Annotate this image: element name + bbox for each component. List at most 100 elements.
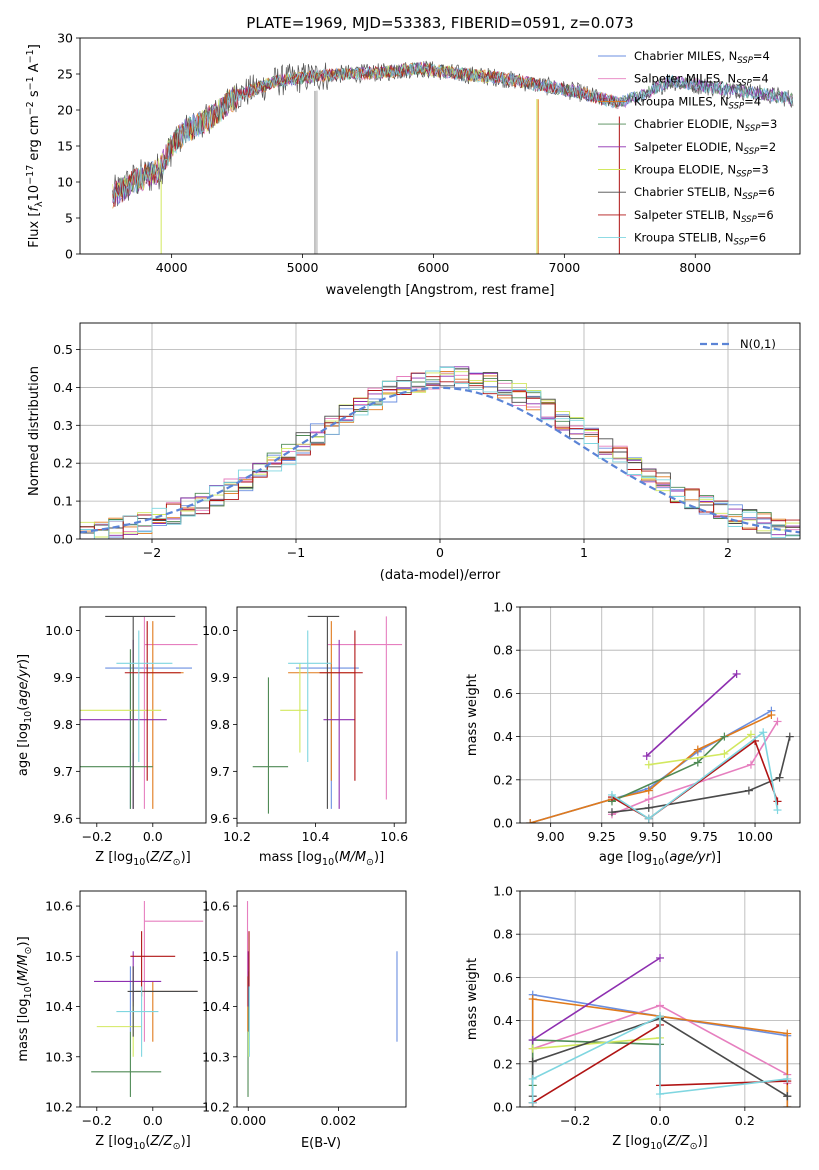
x-tick-label: 0.000 <box>230 1113 266 1128</box>
plot-area <box>112 60 794 254</box>
axes-frame <box>79 37 801 255</box>
legend-entry: Salpeter ELODIE, NSSP=2 <box>634 140 776 157</box>
y-tick-label: 10.5 <box>45 949 73 964</box>
x-tick-label: 10.00 <box>737 829 773 844</box>
y-tick-label: 0.2 <box>493 1056 513 1071</box>
plot-area <box>528 953 792 1107</box>
age-vs-metallicity-panel: −0.2 0.0 9.6 9.7 9.8 9.9 10.0 <box>45 606 207 844</box>
legend-entry: Chabrier MILES, NSSP=4 <box>634 49 770 66</box>
legend-entry: Salpeter STELIB, NSSP=6 <box>634 208 774 225</box>
plot-area <box>252 615 403 814</box>
x-tick-label: −2 <box>143 545 161 560</box>
y-tick-label: 0.0 <box>493 1100 513 1115</box>
y-tick-label: 9.9 <box>53 670 73 685</box>
y-tick-label: 0.4 <box>493 1013 513 1028</box>
y-tick-label: 0.2 <box>493 772 513 787</box>
y-tick-label: 10.3 <box>202 1049 230 1064</box>
y-axis-label: mass weight <box>465 958 480 1040</box>
legend-entry: Chabrier STELIB, NSSP=6 <box>634 185 775 202</box>
age-vs-mass-panel: 10.2 10.4 10.6 9.6 9.7 9.8 9.9 10.0 <box>202 606 408 844</box>
y-tick-label: 10.2 <box>202 1100 230 1115</box>
y-tick-label: 0.4 <box>53 380 73 395</box>
weight-line-4 <box>646 673 738 757</box>
histogram-step-6 <box>80 368 800 534</box>
y-tick-label: 1.0 <box>493 884 513 899</box>
mass-weight-vs-metallicity-panel: −0.2 0.0 0.2 0.0 0.2 0.4 0.6 0.8 1.0 <box>493 884 801 1128</box>
y-tick-label: 0 <box>65 247 73 262</box>
axes-frame <box>519 606 801 824</box>
x-axis-label: wavelength [Angstrom, rest frame] <box>326 283 555 298</box>
spectrum-panel: 4000 5000 6000 7000 8000 0 5 10 15 20 25 30 <box>57 31 801 275</box>
y-tick-label: 9.8 <box>210 717 230 732</box>
axes-frame <box>236 606 407 824</box>
y-tick-label: 9.9 <box>210 670 230 685</box>
y-tick-label: 10.5 <box>202 949 230 964</box>
x-tick-label: 8000 <box>679 260 711 275</box>
x-tick-label: 7000 <box>548 260 580 275</box>
y-tick-label: 0.0 <box>53 532 73 547</box>
y-tick-label: 20 <box>57 103 73 118</box>
y-tick-label: 0.6 <box>493 970 513 985</box>
residual-panel: −2 −1 0 1 2 0.0 0.1 0.2 0.3 0.4 0.5 <box>53 322 801 560</box>
y-tick-label: 30 <box>57 31 73 46</box>
y-axis-label: Normed distribution <box>27 366 42 496</box>
y-tick-label: 10.3 <box>45 1049 73 1064</box>
x-tick-label: 0.2 <box>735 1113 755 1128</box>
y-tick-label: 10.6 <box>45 899 73 914</box>
x-tick-label: 9.75 <box>690 829 718 844</box>
x-axis-label: mass [log10(M/M⊙)] <box>259 850 384 868</box>
y-tick-label: 0.1 <box>53 494 73 509</box>
y-tick-label: 5 <box>65 211 73 226</box>
y-tick-label: 10.4 <box>45 999 73 1014</box>
y-tick-label: 9.8 <box>53 717 73 732</box>
x-tick-label: −0.2 <box>560 1113 590 1128</box>
x-axis-label: Z [log10(Z/Z⊙)] <box>95 1134 190 1152</box>
mass-vs-metallicity-panel: −0.2 0.0 10.2 10.3 10.4 10.5 10.6 <box>45 890 207 1128</box>
x-axis-label: Z [log10(Z/Z⊙)] <box>95 850 190 868</box>
x-axis-label: E(B-V) <box>301 1136 341 1151</box>
x-tick-label: 10.4 <box>302 829 330 844</box>
x-tick-label: 0 <box>436 545 444 560</box>
legend-entry: Kroupa STELIB, NSSP=6 <box>634 231 766 248</box>
y-tick-label: 0.6 <box>493 686 513 701</box>
y-tick-label: 9.7 <box>210 764 230 779</box>
y-tick-label: 0.4 <box>493 729 513 744</box>
y-tick-label: 10 <box>57 175 73 190</box>
plot-area <box>80 615 198 809</box>
y-axis-label: Flux [fλ10−17 erg cm−2 s−1 A−1] <box>25 44 45 248</box>
plot-area <box>80 366 800 539</box>
plot-area <box>246 901 398 1097</box>
model-line-6 <box>112 62 793 201</box>
histogram-step-7 <box>80 372 800 539</box>
x-axis-label: age [log10(age/yr)] <box>599 850 721 868</box>
figure-title: PLATE=1969, MJD=53383, FIBERID=0591, z=0… <box>246 14 633 32</box>
x-tick-label: 0.002 <box>321 1113 357 1128</box>
weight-line-7 <box>611 739 779 820</box>
model-line-8 <box>112 62 793 203</box>
y-tick-label: 0.8 <box>493 643 513 658</box>
x-tick-label: −0.2 <box>82 829 112 844</box>
x-axis-label: (data-model)/error <box>380 568 501 583</box>
y-tick-label: 9.6 <box>210 811 230 826</box>
x-tick-label: 4000 <box>156 260 188 275</box>
x-tick-label: −0.2 <box>82 1113 112 1128</box>
x-tick-label: 1 <box>580 545 588 560</box>
x-tick-label: 9.50 <box>639 829 667 844</box>
y-tick-label: 10.0 <box>202 623 230 638</box>
y-tick-label: 10.4 <box>202 999 230 1014</box>
legend-entry: Chabrier ELODIE, NSSP=3 <box>634 117 777 134</box>
y-tick-label: 10.0 <box>45 623 73 638</box>
y-tick-label: 0.8 <box>493 927 513 942</box>
legend: Chabrier MILES, NSSP=4 Salpeter MILES, NS… <box>598 49 777 248</box>
y-axis-label: age [log10(age/yr)] <box>16 654 34 776</box>
y-tick-label: 0.3 <box>53 418 73 433</box>
y-tick-label: 0.5 <box>53 342 73 357</box>
y-tick-label: 1.0 <box>493 600 513 615</box>
normal-reference-curve <box>80 386 800 534</box>
legend-entry: N(0,1) <box>740 337 776 351</box>
mass-weight-vs-age-panel: 9.00 9.25 9.50 9.75 10.00 0.0 0.2 0.4 0.6 0.8 1.0 <box>493 600 801 844</box>
y-axis-label: mass weight <box>465 674 480 756</box>
x-tick-label: 9.25 <box>588 829 616 844</box>
mass-vs-extinction-panel: 0.000 0.002 10.2 10.3 10.4 10.5 10.6 <box>202 890 407 1128</box>
x-tick-label: 2 <box>724 545 732 560</box>
